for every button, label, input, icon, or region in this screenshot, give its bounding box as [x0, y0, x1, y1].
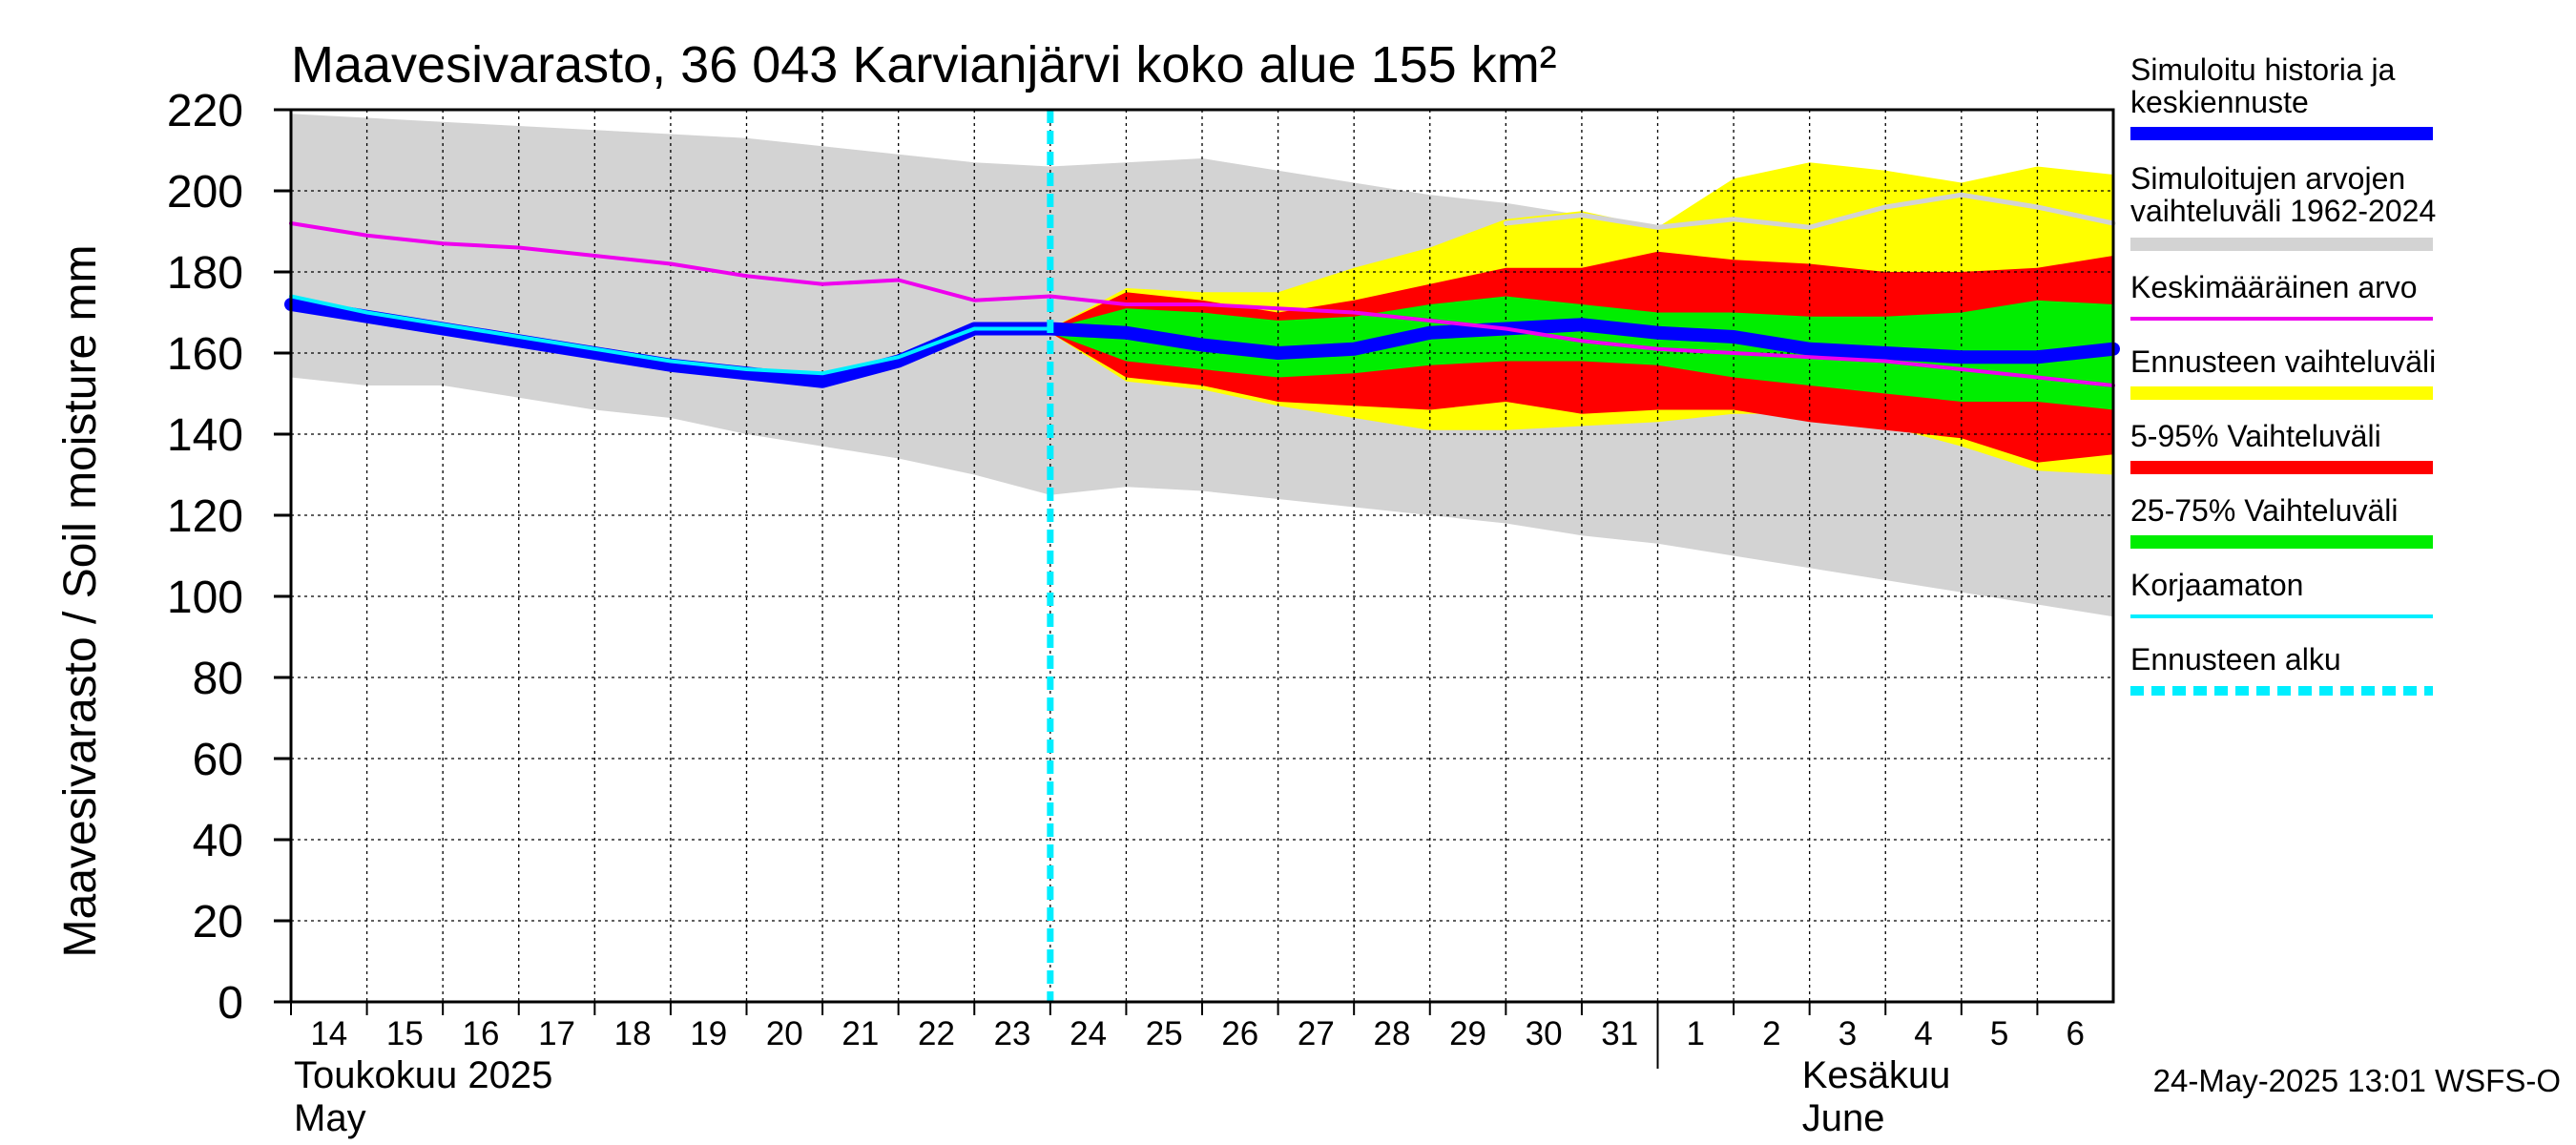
- legend-label-1-1: Simuloitu historia ja: [2130, 52, 2396, 87]
- y-tick-label-180: 180: [167, 248, 243, 299]
- line-simuloitujen-max: [1503, 192, 2116, 230]
- x-tick-label-22: 22: [918, 1015, 955, 1052]
- x-tick-label-16: 16: [462, 1015, 499, 1052]
- legend-label-8-1: Ennusteen alku: [2130, 642, 2341, 677]
- y-tick-label-40: 40: [193, 816, 243, 866]
- footer-timestamp: 24-May-2025 13:01 WSFS-O: [2153, 1063, 2561, 1098]
- legend-label-4-1: Ennusteen vaihteluväli: [2130, 344, 2436, 379]
- x-tick-label-20: 20: [766, 1015, 803, 1052]
- legend-label-1-2: keskiennuste: [2130, 85, 2309, 119]
- y-tick-label-200: 200: [167, 167, 243, 218]
- x-tick-label-15: 15: [386, 1015, 424, 1052]
- legend-label-6-1: 25-75% Vaihteluväli: [2130, 493, 2398, 528]
- x-tick-label-26: 26: [1221, 1015, 1258, 1052]
- x-tick-label-14: 14: [310, 1015, 347, 1052]
- month-label-kes-kuu: Kesäkuu: [1802, 1054, 1951, 1096]
- y-tick-label-220: 220: [167, 86, 243, 136]
- chart-title: Maavesivarasto, 36 043 Karvianjärvi koko…: [291, 36, 1557, 94]
- x-tick-label-29: 29: [1449, 1015, 1486, 1052]
- x-tick-label-31: 31: [1601, 1015, 1638, 1052]
- x-tick-label-25: 25: [1146, 1015, 1183, 1052]
- x-tick-label-19: 19: [690, 1015, 727, 1052]
- x-tick-label-2: 2: [1762, 1015, 1780, 1052]
- y-tick-label-0: 0: [218, 978, 243, 1029]
- y-axis-label: Maavesivarasto / Soil moisture mm: [55, 245, 106, 958]
- x-tick-label-23: 23: [994, 1015, 1031, 1052]
- legend-label-3-1: Keskimääräinen arvo: [2130, 270, 2418, 304]
- series-lines: [284, 110, 2120, 1002]
- line-simuloitu-historia-ja-keskiennuste: [284, 298, 2120, 388]
- x-tick-label-18: 18: [614, 1015, 652, 1052]
- x-tick-label-6: 6: [2066, 1015, 2084, 1052]
- legend-label-2-2: vaihteluväli 1962-2024: [2130, 194, 2436, 228]
- y-tick-label-20: 20: [193, 897, 243, 947]
- x-tick-label-1: 1: [1687, 1015, 1705, 1052]
- line-keskim-r-inen-arvo: [289, 221, 2115, 387]
- month-label-toukokuu-2025: Toukokuu 2025: [294, 1054, 552, 1096]
- x-tick-label-24: 24: [1070, 1015, 1107, 1052]
- x-tick-label-28: 28: [1373, 1015, 1410, 1052]
- legend-label-7-1: Korjaamaton: [2130, 568, 2303, 602]
- legend-label-2-1: Simuloitujen arvojen: [2130, 161, 2405, 196]
- x-tick-label-21: 21: [841, 1015, 879, 1052]
- x-tick-label-4: 4: [1914, 1015, 1932, 1052]
- month-label-en-may: May: [294, 1097, 366, 1139]
- x-tick-label-27: 27: [1298, 1015, 1335, 1052]
- x-tick-label-30: 30: [1526, 1015, 1563, 1052]
- y-tick-label-140: 140: [167, 410, 243, 461]
- legend-label-5-1: 5-95% Vaihteluväli: [2130, 419, 2381, 453]
- x-tick-label-5: 5: [1990, 1015, 2008, 1052]
- line-korjaamaton: [289, 294, 1052, 376]
- y-tick-label-100: 100: [167, 572, 243, 623]
- y-tick-label-80: 80: [193, 654, 243, 704]
- x-tick-label-17: 17: [538, 1015, 575, 1052]
- month-label-en-june: June: [1802, 1097, 1885, 1139]
- x-tick-label-3: 3: [1839, 1015, 1857, 1052]
- grid-lines: [291, 110, 2113, 1002]
- y-tick-label-120: 120: [167, 491, 243, 542]
- y-tick-label-60: 60: [193, 735, 243, 785]
- y-tick-label-160: 160: [167, 329, 243, 380]
